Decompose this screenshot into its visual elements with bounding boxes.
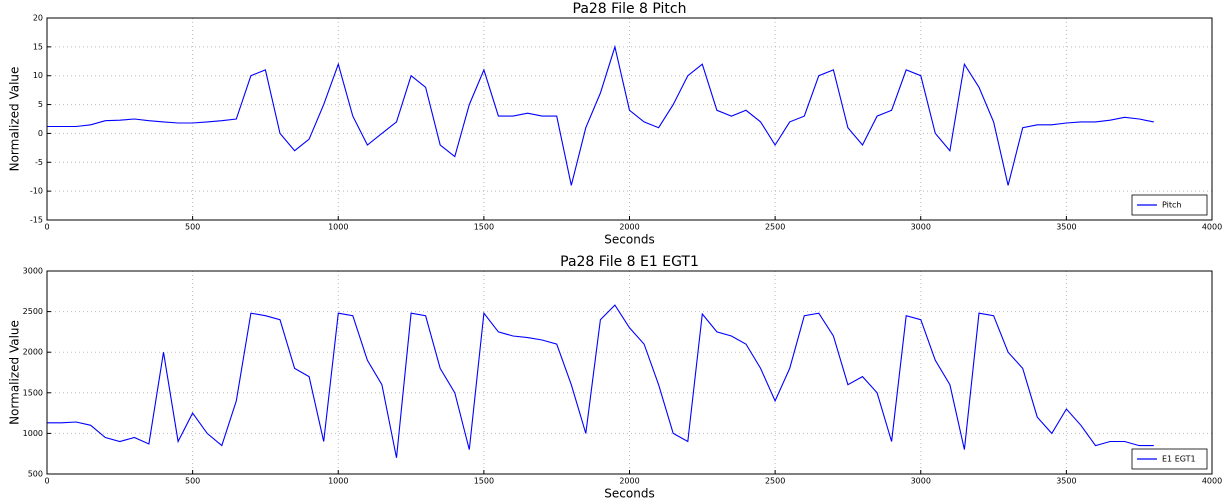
chart-title: Pa28 File 8 E1 EGT1 — [560, 254, 699, 270]
x-axis-label: Seconds — [604, 487, 654, 500]
x-tick-label: 3000 — [911, 477, 931, 486]
x-tick-label: 1000 — [328, 477, 348, 486]
x-tick-label: 3500 — [1056, 477, 1076, 486]
y-tick-label: 1500 — [23, 388, 43, 397]
x-tick-label: 4000 — [1202, 223, 1222, 232]
y-tick-label: 2500 — [23, 307, 43, 316]
x-tick-label: 2500 — [765, 477, 785, 486]
legend-box — [1131, 194, 1208, 216]
x-tick-label: 1500 — [474, 477, 494, 486]
x-tick-label: 2500 — [765, 223, 785, 232]
x-tick-label: 2000 — [619, 477, 639, 486]
y-tick-label: -10 — [30, 187, 43, 196]
y-tick-label: 2000 — [23, 348, 43, 357]
y-tick-label: 3000 — [23, 267, 43, 276]
y-tick-label: 20 — [33, 14, 43, 23]
x-axis-label: Seconds — [604, 233, 654, 247]
x-tick-label: 3000 — [911, 223, 931, 232]
y-tick-label: 5 — [38, 100, 43, 109]
data-line — [47, 304, 1154, 458]
y-tick-label: 15 — [33, 42, 43, 51]
x-tick-label: 500 — [185, 477, 200, 486]
y-tick-label: 0 — [38, 129, 43, 138]
x-tick-label: 2000 — [619, 223, 639, 232]
x-tick-label: 1500 — [474, 223, 494, 232]
plot-frame — [46, 17, 1213, 221]
legend-box — [1131, 448, 1208, 470]
x-tick-label: 4000 — [1202, 477, 1222, 486]
x-tick-label: 0 — [44, 223, 49, 232]
y-tick-label: 1000 — [23, 429, 43, 438]
y-tick-label: -5 — [35, 158, 43, 167]
x-tick-label: 1000 — [328, 223, 348, 232]
y-tick-label: 500 — [28, 470, 43, 479]
y-axis-label: Normalized Value — [8, 67, 22, 172]
plot-frame — [46, 270, 1213, 475]
y-axis-label: Normalized Value — [8, 320, 22, 425]
x-tick-label: 500 — [185, 223, 200, 232]
x-tick-label: 3500 — [1056, 223, 1076, 232]
y-tick-label: 10 — [33, 71, 43, 80]
data-line — [47, 44, 1154, 186]
legend-label: Pitch — [1162, 201, 1181, 210]
x-tick-label: 0 — [44, 477, 49, 486]
chart-title: Pa28 File 8 Pitch — [573, 1, 687, 17]
legend-label: E1 EGT1 — [1162, 455, 1196, 464]
y-tick-label: -15 — [30, 216, 43, 225]
